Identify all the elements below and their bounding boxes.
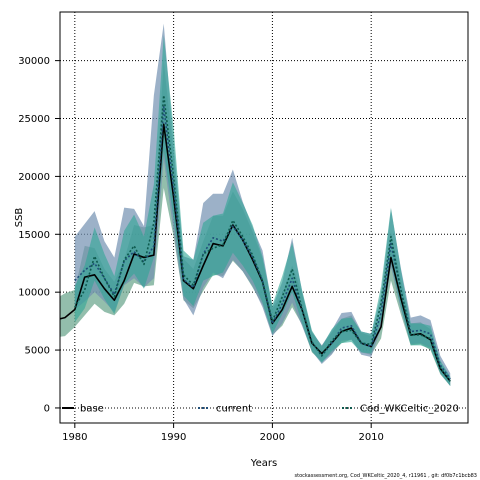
x-tick-label: 1990 [161,432,186,443]
x-tick-label: 1980 [62,432,87,443]
series-line-base [60,123,451,382]
legend-label-Cod_WKCeltic_2020: Cod_WKCeltic_2020 [360,404,459,415]
y-tick-label: 0 [44,403,50,414]
y-tick-label: 30000 [18,56,50,67]
x-axis-label: Years [250,458,277,469]
y-tick-label: 5000 [25,346,50,357]
footer-credit: stockassessment.org, Cod_WKCeltic_2020_4… [295,473,478,479]
legend-label-base: base [80,404,104,415]
y-axis-label: SSB [14,208,25,228]
x-axis-ticks: 1980 1990 2000 2010 [62,423,384,443]
series-lines [60,94,451,382]
y-tick-label: 20000 [18,172,50,183]
confidence-bands [60,23,451,386]
y-axis-ticks: 0 5000 10000 15000 20000 25000 30000 [18,56,60,414]
legend: base current Cod_WKCeltic_2020 [62,404,459,415]
y-tick-label: 10000 [18,288,50,299]
y-tick-label: 15000 [18,230,50,241]
plot-frame [59,11,469,424]
x-tick-label: 2010 [358,432,383,443]
legend-label-current: current [216,404,252,415]
x-tick-label: 2000 [260,432,285,443]
series-line-current [74,106,451,380]
y-tick-label: 25000 [18,114,50,125]
band-Cod_WKCeltic_2020 [74,35,451,386]
